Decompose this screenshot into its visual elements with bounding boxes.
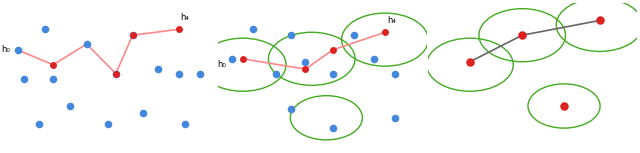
Point — [65, 105, 75, 107]
Point — [248, 28, 259, 31]
Point — [40, 28, 50, 31]
Point — [285, 108, 296, 110]
Point — [559, 105, 569, 107]
Point — [111, 72, 121, 75]
Point — [173, 28, 184, 31]
Point — [173, 72, 184, 75]
Point — [517, 34, 527, 36]
Point — [237, 58, 248, 60]
Point — [328, 49, 338, 51]
Point — [348, 34, 358, 36]
Point — [48, 63, 58, 66]
Point — [48, 78, 58, 81]
Point — [195, 72, 205, 75]
Point — [271, 72, 282, 75]
Point — [138, 112, 148, 115]
Point — [19, 78, 29, 81]
Point — [227, 58, 237, 60]
Point — [102, 122, 113, 125]
Point — [328, 72, 338, 75]
Point — [13, 49, 23, 51]
Point — [127, 34, 138, 36]
Point — [380, 31, 390, 34]
Point — [127, 34, 138, 36]
Point — [595, 19, 605, 22]
Point — [111, 72, 121, 75]
Point — [465, 61, 475, 63]
Point — [180, 122, 190, 125]
Point — [33, 122, 44, 125]
Text: h₄: h₄ — [180, 13, 189, 22]
Point — [152, 68, 163, 70]
Point — [81, 43, 92, 45]
Text: h₀: h₀ — [218, 60, 227, 69]
Text: h₄: h₄ — [387, 16, 396, 25]
Point — [369, 58, 380, 60]
Point — [390, 72, 401, 75]
Point — [390, 117, 401, 119]
Point — [285, 34, 296, 36]
Text: h₀: h₀ — [1, 45, 10, 54]
Point — [300, 61, 310, 63]
Point — [328, 127, 338, 129]
Point — [300, 68, 310, 70]
